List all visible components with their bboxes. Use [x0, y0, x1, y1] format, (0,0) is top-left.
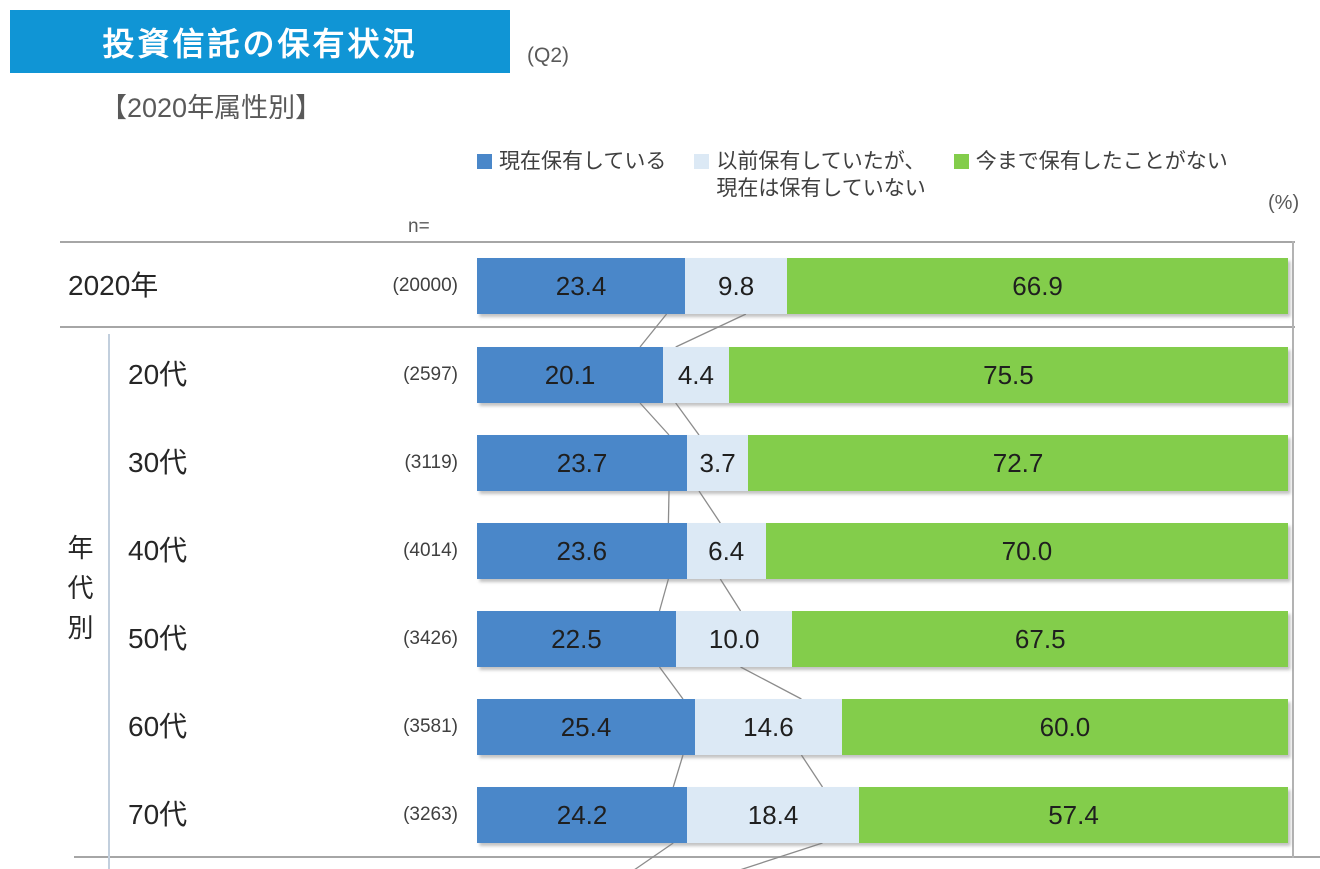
bar-segment-never: 75.5	[728, 347, 1289, 403]
value-label: 75.5	[983, 359, 1034, 390]
n-column-header: n=	[408, 216, 430, 237]
legend-swatch-current	[477, 154, 492, 169]
table-row: 30代 (3119) 23.7 3.7 72.7	[0, 435, 1320, 491]
value-label: 23.7	[556, 447, 608, 478]
bar-segment-never: 67.5	[792, 611, 1288, 667]
row-sample-size: (3119)	[404, 452, 458, 473]
bar-segment-previous: 3.7	[687, 435, 749, 491]
bar-segment-previous: 6.4	[686, 523, 766, 579]
value-label: 25.4	[560, 711, 612, 742]
bar-segment-current: 22.5	[477, 611, 676, 667]
bar-segment-current: 23.7	[477, 435, 688, 491]
bar-segment-never: 70.0	[765, 523, 1288, 579]
divider-bottom	[74, 856, 1320, 858]
bar-segment-current: 25.4	[477, 699, 696, 755]
row-sample-size: (3426)	[403, 628, 458, 649]
table-row: 50代 (3426) 22.5 10.0 67.5	[0, 611, 1320, 667]
bar-segment-current: 23.6	[477, 523, 687, 579]
value-label: 66.9	[1012, 270, 1063, 301]
row-label: 30代	[128, 447, 188, 478]
legend-label-current: 現在保有している	[499, 150, 667, 173]
legend-item-never: 今まで保有したことがない	[953, 148, 1228, 175]
value-label: 18.4	[747, 799, 799, 830]
bar-segment-current: 24.2	[477, 787, 688, 843]
bar-segment-current: 20.1	[477, 347, 664, 403]
value-label: 60.0	[1039, 711, 1091, 742]
legend-label-never: 今まで保有したことがない	[975, 150, 1228, 173]
row-label: 20代	[128, 359, 188, 390]
row-label: 50代	[128, 623, 188, 654]
table-row: 70代 (3263) 24.2 18.4 57.4	[0, 787, 1320, 843]
bar-segment-previous: 18.4	[687, 787, 860, 843]
value-label: 22.5	[551, 623, 602, 654]
value-label: 23.4	[555, 270, 607, 301]
row-sample-size: (3263)	[403, 804, 458, 825]
group-separator-line	[108, 334, 110, 869]
bar-segment-previous: 14.6	[695, 699, 842, 755]
table-row: 2020年 (20000) 23.4 9.8 66.9	[0, 258, 1320, 314]
table-row: 40代 (4014) 23.6 6.4 70.0	[0, 523, 1320, 579]
bar-segment-never: 57.4	[859, 787, 1288, 843]
bar-segment-previous: 10.0	[675, 611, 793, 667]
plot-right-border	[1292, 241, 1294, 858]
value-label: 4.4	[677, 359, 714, 390]
row-label: 2020年	[68, 270, 159, 301]
row-sample-size: (4014)	[403, 540, 458, 561]
value-label: 3.7	[699, 447, 736, 478]
table-row: 20代 (2597) 20.1 4.4 75.5	[0, 347, 1320, 403]
bar-segment-never: 66.9	[787, 258, 1288, 314]
legend-swatch-previous	[694, 154, 710, 169]
row-label: 60代	[128, 711, 188, 742]
value-label: 20.1	[544, 359, 596, 390]
value-label: 24.2	[556, 799, 608, 830]
divider-top	[60, 241, 1295, 243]
stacked-bar: 23.6 6.4 70.0	[477, 523, 1288, 579]
stacked-bar: 23.4 9.8 66.9	[477, 258, 1288, 314]
value-label: 67.5	[1014, 623, 1066, 654]
legend-label-previous: 以前保有していたが、 現在は保有していない	[716, 150, 926, 200]
table-row: 60代 (3581) 25.4 14.6 60.0	[0, 699, 1320, 755]
question-number: (Q2)	[527, 44, 569, 67]
legend-swatch-never	[953, 154, 969, 169]
value-label: 14.6	[743, 711, 794, 742]
value-label: 72.7	[992, 447, 1044, 478]
percent-unit-label: (%)	[1268, 192, 1300, 214]
value-label: 10.0	[708, 623, 760, 654]
bar-segment-current: 23.4	[477, 258, 686, 314]
legend: 現在保有している 以前保有していたが、 現在は保有していない 今まで保有したことがな…	[477, 148, 1256, 202]
subtitle: 【2020年属性別】	[100, 93, 323, 123]
title-banner: 投資信託の保有状況	[10, 10, 510, 73]
value-label: 57.4	[1048, 799, 1099, 830]
stacked-bar: 25.4 14.6 60.0	[477, 699, 1288, 755]
legend-item-previous: 以前保有していたが、 現在は保有していない	[694, 148, 926, 202]
legend-item-current: 現在保有している	[477, 148, 666, 175]
value-label: 6.4	[708, 535, 745, 566]
row-sample-size: (20000)	[392, 275, 459, 296]
row-sample-size: (3581)	[403, 716, 458, 737]
row-label: 40代	[128, 535, 188, 566]
page-title: 投資信託の保有状況	[102, 25, 418, 62]
value-label: 9.8	[718, 270, 755, 301]
bar-segment-previous: 4.4	[663, 347, 729, 403]
stacked-bar: 23.7 3.7 72.7	[477, 435, 1288, 491]
value-label: 23.6	[556, 535, 608, 566]
row-label: 70代	[128, 799, 188, 830]
stacked-bar: 24.2 18.4 57.4	[477, 787, 1288, 843]
group-label-age: 年代別	[64, 534, 94, 654]
stacked-bar: 20.1 4.4 75.5	[477, 347, 1289, 403]
bar-segment-never: 60.0	[841, 699, 1288, 755]
row-sample-size: (2597)	[403, 364, 458, 385]
bar-segment-never: 72.7	[748, 435, 1288, 491]
stacked-bar: 22.5 10.0 67.5	[477, 611, 1288, 667]
bar-segment-previous: 9.8	[685, 258, 788, 314]
value-label: 70.0	[1001, 535, 1053, 566]
